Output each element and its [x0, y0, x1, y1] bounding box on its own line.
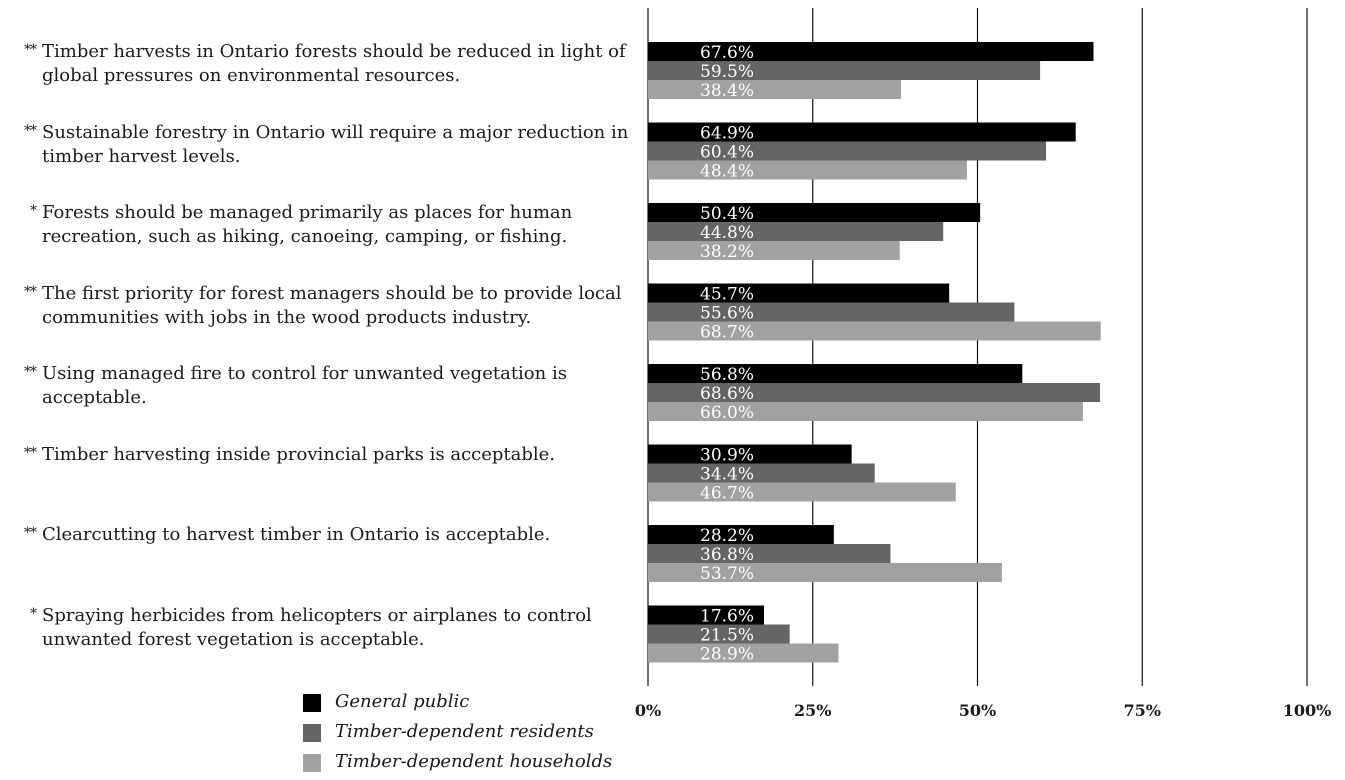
- bar-series1-cat7: [648, 525, 834, 544]
- significance-stars: **: [24, 525, 37, 541]
- significance-stars: **: [24, 122, 37, 139]
- statement-text: Timber harvesting inside provincial park…: [42, 443, 556, 465]
- tick-label-0: 0%: [635, 701, 661, 720]
- data-label-series1-cat2: 64.9%: [700, 124, 754, 144]
- data-label-series3-cat8: 28.9%: [700, 645, 754, 665]
- data-label-series2-cat6: 34.4%: [700, 465, 754, 485]
- data-label-series1-cat4: 45.7%: [700, 285, 754, 305]
- tick-label-50: 50%: [959, 701, 996, 720]
- bar-series2-cat5: [648, 383, 1101, 402]
- bar-series1-cat2: [648, 122, 1076, 142]
- bar-series1-cat3: [648, 203, 981, 222]
- bar-series3-cat6: [648, 482, 956, 502]
- bar-series1-cat8: [648, 605, 764, 625]
- data-label-series3-cat5: 66.0%: [700, 403, 754, 423]
- bar-series2-cat6: [648, 463, 875, 483]
- data-label-series1-cat8: 17.6%: [700, 607, 754, 627]
- data-label-series3-cat1: 38.4%: [700, 81, 754, 101]
- data-label-series3-cat6: 46.7%: [700, 484, 754, 504]
- statement-text: Using managed fire to control for unwant…: [42, 363, 567, 408]
- statement-text: Timber harvests in Ontario forests shoul…: [42, 41, 626, 86]
- legend-label-general-public: General public: [335, 691, 470, 712]
- bar-series2-cat8: [648, 624, 790, 644]
- legend-swatch-timber-dependent-households: [303, 754, 321, 772]
- bar-series3-cat3: [648, 241, 900, 260]
- bar-series2-cat7: [648, 544, 891, 563]
- data-label-series2-cat4: 55.6%: [700, 304, 754, 324]
- data-label-series2-cat7: 36.8%: [700, 545, 754, 565]
- tick-label-75: 75%: [1124, 701, 1161, 720]
- statement-text: Spraying herbicides from helicopters or …: [42, 604, 592, 650]
- statement-text: Forests should be managed primarily as p…: [42, 202, 573, 247]
- data-label-series1-cat5: 56.8%: [700, 365, 754, 385]
- legend-label-timber-dependent-households: Timber-dependent households: [335, 751, 613, 772]
- data-label-series2-cat8: 21.5%: [700, 626, 754, 646]
- tick-label-25: 25%: [794, 701, 831, 720]
- statement-text: Clearcutting to harvest timber in Ontari…: [42, 524, 551, 545]
- bar-series2-cat2: [648, 141, 1047, 161]
- legend-label-timber-dependent-residents: Timber-dependent residents: [335, 721, 594, 742]
- bar-series1-cat4: [648, 283, 950, 303]
- significance-stars: **: [24, 42, 37, 58]
- tick-label-100: 100%: [1283, 701, 1332, 720]
- bar-series2-cat1: [648, 61, 1041, 80]
- legend-swatch-timber-dependent-residents: [303, 724, 321, 742]
- legend-swatch-general-public: [303, 694, 321, 712]
- significance-stars: *: [30, 605, 37, 622]
- data-label-series2-cat1: 59.5%: [700, 62, 754, 82]
- data-label-series3-cat3: 38.2%: [700, 242, 754, 262]
- data-label-series1-cat3: 50.4%: [700, 204, 754, 224]
- data-label-series1-cat6: 30.9%: [700, 446, 754, 466]
- statement-text: The first priority for forest managers s…: [42, 282, 622, 328]
- significance-stars: **: [24, 283, 37, 300]
- bar-series3-cat8: [648, 643, 839, 663]
- data-label-series2-cat3: 44.8%: [700, 223, 754, 243]
- bar-series1-cat5: [648, 364, 1023, 383]
- data-label-series1-cat1: 67.6%: [700, 43, 754, 63]
- data-label-series3-cat4: 68.7%: [700, 323, 754, 343]
- bar-series3-cat5: [648, 402, 1083, 421]
- bar-series3-cat2: [648, 160, 967, 180]
- bar-series2-cat3: [648, 222, 944, 241]
- bar-series3-cat7: [648, 563, 1002, 582]
- data-label-series3-cat7: 53.7%: [700, 564, 754, 584]
- data-label-series2-cat5: 68.6%: [700, 384, 754, 404]
- bar-series3-cat4: [648, 321, 1101, 341]
- bar-series1-cat1: [648, 42, 1094, 61]
- data-label-series1-cat7: 28.2%: [700, 526, 754, 546]
- bar-series3-cat1: [648, 80, 902, 99]
- data-label-series3-cat2: 48.4%: [700, 162, 754, 182]
- significance-stars: **: [24, 364, 37, 380]
- bar-series2-cat4: [648, 302, 1015, 322]
- data-label-series2-cat2: 60.4%: [700, 143, 754, 163]
- bar-series1-cat6: [648, 444, 852, 464]
- significance-stars: *: [30, 203, 37, 219]
- statement-text: Sustainable forestry in Ontario will req…: [42, 121, 629, 167]
- significance-stars: **: [24, 444, 37, 461]
